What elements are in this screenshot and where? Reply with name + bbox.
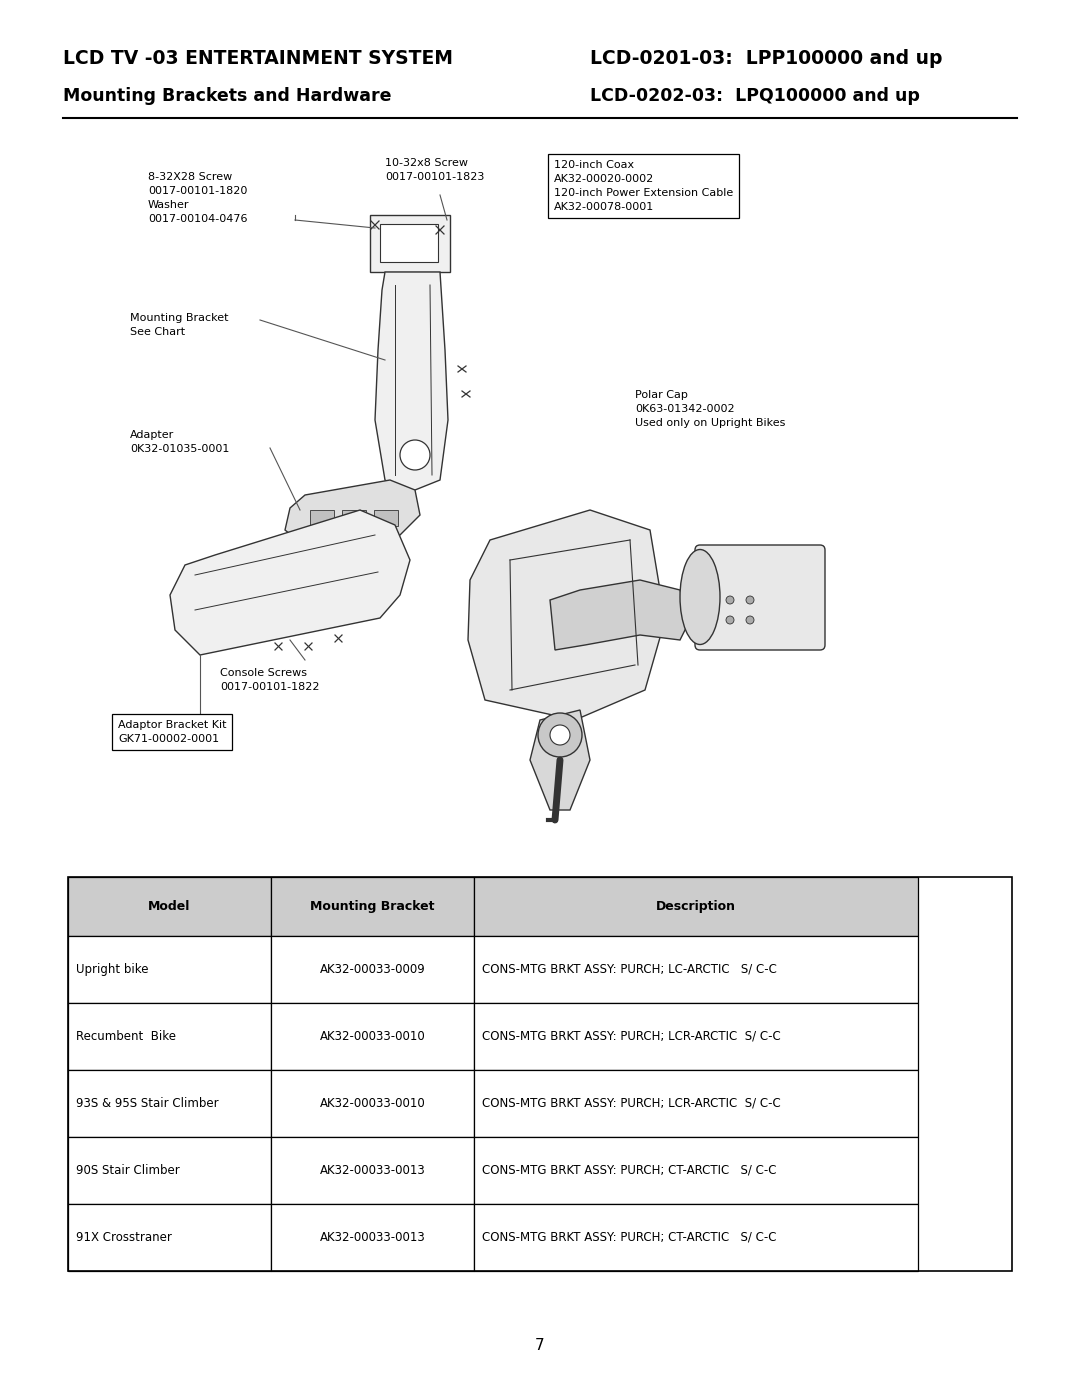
Text: AK32-00033-0010: AK32-00033-0010 bbox=[320, 1030, 426, 1042]
Circle shape bbox=[746, 616, 754, 624]
Bar bbox=[374, 510, 399, 527]
Bar bbox=[380, 224, 438, 263]
Text: AK32-00033-0013: AK32-00033-0013 bbox=[320, 1164, 426, 1176]
FancyBboxPatch shape bbox=[696, 545, 825, 650]
Bar bbox=[271, 1003, 474, 1070]
Bar bbox=[474, 877, 918, 936]
Text: Mounting Bracket
See Chart: Mounting Bracket See Chart bbox=[130, 313, 229, 337]
Bar bbox=[68, 1204, 271, 1271]
Bar bbox=[271, 1204, 474, 1271]
Bar bbox=[474, 1204, 918, 1271]
Bar bbox=[310, 532, 334, 548]
Polygon shape bbox=[550, 580, 690, 650]
Bar bbox=[474, 1070, 918, 1137]
Text: Adapter
0K32-01035-0001: Adapter 0K32-01035-0001 bbox=[130, 430, 229, 454]
Bar bbox=[474, 936, 918, 1003]
Text: Adaptor Bracket Kit
GK71-00002-0001: Adaptor Bracket Kit GK71-00002-0001 bbox=[118, 719, 227, 745]
Bar bbox=[342, 510, 366, 527]
Circle shape bbox=[726, 616, 734, 624]
Text: CONS-MTG BRKT ASSY: PURCH; LCR-ARCTIC  S/ C-C: CONS-MTG BRKT ASSY: PURCH; LCR-ARCTIC S/… bbox=[482, 1030, 781, 1042]
Bar bbox=[374, 532, 399, 548]
Bar bbox=[68, 877, 271, 936]
Text: AK32-00033-0009: AK32-00033-0009 bbox=[320, 963, 426, 975]
Text: 120-inch Coax
AK32-00020-0002
120-inch Power Extension Cable
AK32-00078-0001: 120-inch Coax AK32-00020-0002 120-inch P… bbox=[554, 161, 733, 212]
Text: Console Screws
0017-00101-1822: Console Screws 0017-00101-1822 bbox=[220, 668, 320, 692]
Bar bbox=[474, 1003, 918, 1070]
Text: Model: Model bbox=[148, 900, 191, 912]
Polygon shape bbox=[375, 272, 448, 490]
Text: Description: Description bbox=[656, 900, 735, 912]
Text: LCD-0202-03:  LPQ100000 and up: LCD-0202-03: LPQ100000 and up bbox=[590, 87, 920, 105]
Text: LCD-0201-03:  LPP100000 and up: LCD-0201-03: LPP100000 and up bbox=[590, 49, 943, 68]
Circle shape bbox=[538, 712, 582, 757]
Text: Mounting Bracket: Mounting Bracket bbox=[310, 900, 435, 912]
Bar bbox=[474, 1137, 918, 1204]
Text: Polar Cap
0K63-01342-0002
Used only on Upright Bikes: Polar Cap 0K63-01342-0002 Used only on U… bbox=[635, 390, 785, 427]
Bar bbox=[271, 877, 474, 936]
Polygon shape bbox=[170, 510, 410, 655]
Circle shape bbox=[746, 597, 754, 604]
Bar bbox=[271, 936, 474, 1003]
Ellipse shape bbox=[680, 549, 720, 644]
Circle shape bbox=[550, 725, 570, 745]
Text: CONS-MTG BRKT ASSY: PURCH; LCR-ARCTIC  S/ C-C: CONS-MTG BRKT ASSY: PURCH; LCR-ARCTIC S/… bbox=[482, 1097, 781, 1109]
Bar bbox=[68, 1070, 271, 1137]
Circle shape bbox=[400, 440, 430, 469]
Bar bbox=[310, 510, 334, 527]
Text: AK32-00033-0010: AK32-00033-0010 bbox=[320, 1097, 426, 1109]
Polygon shape bbox=[468, 510, 665, 719]
Text: CONS-MTG BRKT ASSY: PURCH; CT-ARCTIC   S/ C-C: CONS-MTG BRKT ASSY: PURCH; CT-ARCTIC S/ … bbox=[482, 1231, 777, 1243]
Text: 7: 7 bbox=[536, 1337, 544, 1352]
Bar bbox=[271, 1137, 474, 1204]
Polygon shape bbox=[285, 481, 420, 550]
Text: 10-32x8 Screw
0017-00101-1823: 10-32x8 Screw 0017-00101-1823 bbox=[384, 158, 484, 182]
Bar bbox=[68, 877, 1012, 1271]
Text: 8-32X28 Screw
0017-00101-1820
Washer
0017-00104-0476: 8-32X28 Screw 0017-00101-1820 Washer 001… bbox=[148, 172, 247, 224]
Bar bbox=[68, 1003, 271, 1070]
Bar bbox=[271, 1070, 474, 1137]
Text: 91X Crosstraner: 91X Crosstraner bbox=[76, 1231, 172, 1243]
Text: AK32-00033-0013: AK32-00033-0013 bbox=[320, 1231, 426, 1243]
Text: CONS-MTG BRKT ASSY: PURCH; LC-ARCTIC   S/ C-C: CONS-MTG BRKT ASSY: PURCH; LC-ARCTIC S/ … bbox=[482, 963, 777, 975]
Text: 90S Stair Climber: 90S Stair Climber bbox=[76, 1164, 179, 1176]
Circle shape bbox=[726, 597, 734, 604]
Polygon shape bbox=[370, 215, 450, 272]
Polygon shape bbox=[530, 710, 590, 810]
Bar bbox=[342, 532, 366, 548]
Text: 93S & 95S Stair Climber: 93S & 95S Stair Climber bbox=[76, 1097, 218, 1109]
Text: Recumbent  Bike: Recumbent Bike bbox=[76, 1030, 176, 1042]
Bar bbox=[68, 1137, 271, 1204]
Text: LCD TV -03 ENTERTAINMENT SYSTEM: LCD TV -03 ENTERTAINMENT SYSTEM bbox=[63, 49, 453, 68]
Text: Mounting Brackets and Hardware: Mounting Brackets and Hardware bbox=[63, 87, 391, 105]
Text: Upright bike: Upright bike bbox=[76, 963, 149, 975]
Text: CONS-MTG BRKT ASSY: PURCH; CT-ARCTIC   S/ C-C: CONS-MTG BRKT ASSY: PURCH; CT-ARCTIC S/ … bbox=[482, 1164, 777, 1176]
Bar bbox=[68, 936, 271, 1003]
